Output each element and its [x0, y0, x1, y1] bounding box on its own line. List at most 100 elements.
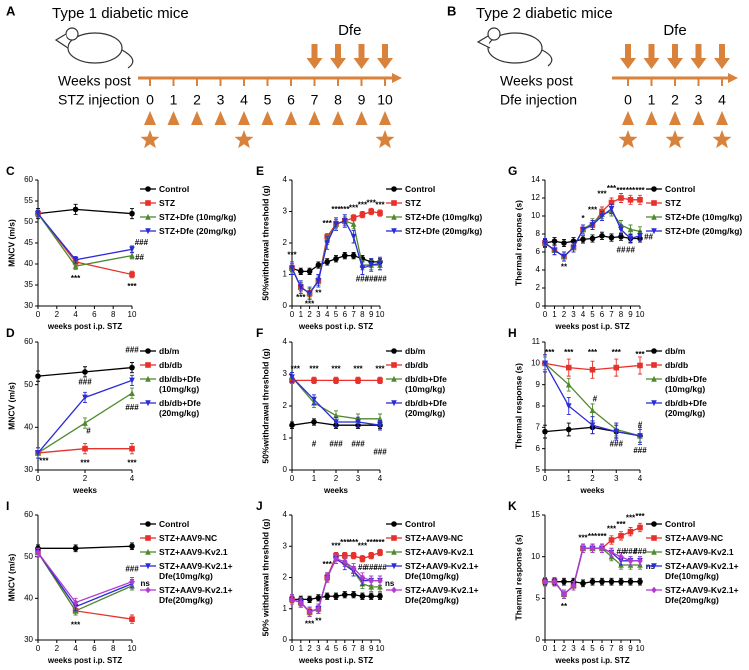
x-tick-label: 7	[609, 644, 614, 653]
legend-entry: STZ+Dfe (20mg/kg)	[646, 226, 745, 236]
annotation: ***	[545, 348, 555, 357]
legend-swatch	[646, 186, 662, 192]
legend-swatch	[646, 563, 662, 570]
x-tick-label: 6	[343, 644, 348, 653]
legend-swatch	[386, 186, 402, 192]
triangle	[622, 111, 634, 125]
marker	[377, 210, 383, 216]
x-tick-label: 2	[562, 644, 567, 653]
legend-label: db/db+Dfe (20mg/kg)	[405, 398, 447, 418]
triangle	[167, 111, 180, 125]
x-tick-label: 9	[628, 644, 633, 653]
marker	[618, 578, 624, 585]
legend-swatch	[140, 400, 156, 407]
legend-label: STZ+AAV9-Kv2.1+ Dfe(10mg/kg)	[665, 561, 739, 581]
x-tick-label: 4	[325, 310, 330, 319]
annotation: ns	[140, 579, 150, 588]
x-tick-label: 4	[73, 644, 78, 653]
y-tick-label: 7	[536, 422, 541, 431]
legend-swatch	[140, 228, 156, 235]
x-axis-label: weeks	[323, 486, 349, 495]
series-line	[37, 208, 133, 215]
star	[140, 130, 160, 149]
x-tick-label: 4	[325, 644, 330, 653]
x-axis-label: weeks post i.p. STZ	[47, 656, 122, 665]
legend-entry: STZ+AAV9-Kv2.1	[140, 547, 239, 557]
marker	[627, 557, 634, 565]
marker	[377, 577, 383, 584]
x-tick-label: 0	[290, 310, 295, 319]
x-axis-label: weeks post i.p. STZ	[554, 322, 629, 331]
marker	[551, 578, 558, 585]
x-tick-label: 5	[334, 644, 339, 653]
legend-entry: STZ+Dfe (20mg/kg)	[140, 226, 239, 236]
chart-panel: C 30 35 40 45 50 55 60 0 2 4 6 8 10 MNCV (m/s) weeks po…	[6, 164, 149, 331]
marker	[315, 262, 322, 268]
y-tick-label: 8	[536, 401, 541, 410]
marker	[627, 235, 634, 242]
annotation: ***	[305, 619, 315, 628]
axis-label: Weeks post	[58, 73, 131, 89]
legend-entry: STZ+AAV9-NC	[386, 533, 485, 543]
y-tick-label: 10	[531, 552, 540, 561]
legend-swatch	[140, 586, 156, 594]
legend-entry: db/m	[646, 346, 745, 356]
panel-letter: E	[256, 164, 264, 178]
marker	[342, 218, 348, 225]
marker	[355, 419, 361, 426]
annotation: ***	[291, 364, 301, 373]
annotation: ##	[358, 563, 367, 572]
annotation: ###	[125, 346, 139, 355]
marker	[618, 233, 624, 240]
week-label: 8	[334, 92, 342, 108]
marker	[333, 555, 339, 563]
marker	[342, 552, 348, 559]
marker	[565, 364, 572, 371]
annotation: ***	[375, 364, 385, 373]
annotation: ***	[588, 206, 598, 215]
dfe-arrow	[643, 44, 660, 69]
annotation: ***	[331, 541, 341, 550]
x-axis-label: weeks post i.p. STZ	[47, 322, 122, 331]
annotation: ###	[351, 440, 365, 449]
annotation: ##	[617, 245, 626, 254]
annotation: ***	[358, 541, 368, 550]
marker	[391, 521, 397, 527]
x-tick-label: 6	[343, 310, 348, 319]
legend-entry: STZ+Dfe (10mg/kg)	[646, 212, 745, 222]
marker	[637, 524, 643, 531]
marker	[580, 236, 586, 243]
annotation: ##	[617, 547, 626, 556]
marker	[72, 257, 79, 264]
legend-swatch	[140, 521, 156, 527]
legend-entry: Control	[386, 184, 485, 194]
y-tick-label: 45	[24, 238, 33, 247]
legend-entry: STZ+AAV9-Kv2.1	[646, 547, 745, 557]
marker	[35, 210, 41, 217]
marker	[651, 521, 657, 527]
annotation: ***	[323, 560, 333, 569]
timeline-arrow	[728, 73, 738, 83]
marker	[359, 265, 366, 272]
triangle	[214, 111, 227, 125]
marker	[145, 535, 151, 541]
marker	[391, 563, 397, 570]
annotation: ***	[607, 524, 617, 533]
marker	[129, 252, 135, 259]
x-tick-label: 7	[609, 310, 614, 319]
legend-swatch	[140, 200, 156, 206]
marker	[324, 259, 331, 265]
y-tick-label: 4	[283, 510, 288, 519]
marker	[311, 377, 317, 384]
panel-letter: F	[256, 326, 263, 340]
marker	[580, 226, 586, 233]
y-axis-label: 50%withdrawal threshold (g)	[260, 185, 270, 300]
marker	[342, 558, 348, 566]
x-tick-label: 8	[360, 644, 365, 653]
annotation: ***	[80, 459, 90, 468]
dfe-arrow	[353, 44, 370, 69]
annotation: ***	[353, 364, 363, 373]
annotation: ***	[607, 184, 617, 193]
marker	[129, 210, 135, 217]
